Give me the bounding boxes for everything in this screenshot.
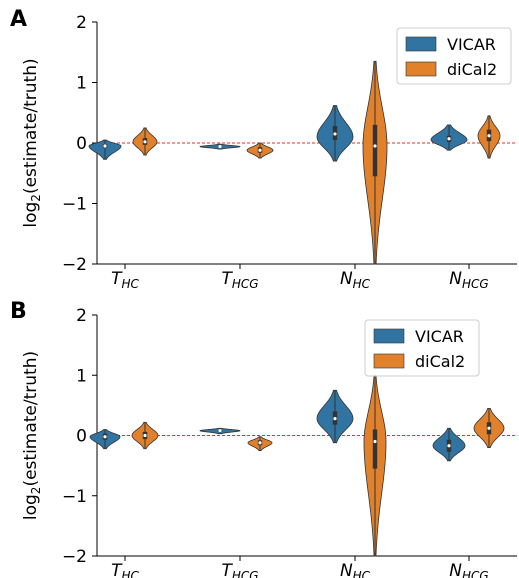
- legend: VICAR diCal2: [364, 319, 480, 377]
- violin-box: [372, 429, 378, 469]
- violin-median: [143, 433, 147, 438]
- violin-median: [447, 444, 451, 448]
- violin-median: [447, 137, 451, 141]
- violin-median: [218, 145, 222, 149]
- x-tick-label-sub: HC: [121, 277, 139, 291]
- x-tick-label-sub: HCG: [462, 569, 489, 578]
- violin-median: [258, 441, 262, 445]
- y-tick-label: 2: [76, 306, 87, 326]
- x-tick-label: THC: [111, 269, 139, 291]
- x-tick-label-main: N: [340, 269, 353, 289]
- legend: VICAR diCal2: [396, 27, 512, 85]
- violin-box: [372, 124, 378, 177]
- y-axis-label-rest: (estimate/truth): [21, 58, 41, 194]
- x-tick-label-main: T: [111, 269, 123, 289]
- violin-median: [103, 144, 107, 148]
- y-axis-label: log2(estimate/truth): [21, 351, 43, 520]
- y-tick-label: 0: [76, 427, 87, 447]
- x-tick-label-sub: HC: [353, 277, 371, 291]
- x-tick-label-sub: HCG: [232, 569, 259, 578]
- y-tick-label: 2: [76, 13, 87, 33]
- y-axis-label-sub: 2: [29, 487, 43, 495]
- x-tick-label: NHC: [340, 269, 371, 291]
- violin-median: [103, 435, 107, 439]
- legend-swatch-vicar: [405, 36, 437, 52]
- violin-median: [258, 148, 262, 152]
- x-tick-label: THCG: [221, 561, 258, 578]
- x-tick-label-main: T: [221, 561, 233, 578]
- legend-label-vicar: VICAR: [415, 327, 464, 346]
- y-tick-label: 0: [76, 134, 87, 154]
- legend-swatch-dical2: [405, 61, 437, 77]
- legend-label-vicar: VICAR: [447, 35, 496, 54]
- x-tick-label-sub: HCG: [232, 277, 259, 291]
- panel-letter: A: [10, 7, 27, 32]
- x-tick-label: NHCG: [449, 561, 488, 578]
- x-tick-label-main: T: [221, 269, 233, 289]
- x-tick-label-main: T: [111, 561, 123, 578]
- x-tick-label: NHCG: [449, 269, 488, 291]
- y-tick-label: −2: [62, 255, 87, 275]
- x-tick-label: THCG: [221, 269, 258, 291]
- legend-label-dical2: diCal2: [447, 60, 497, 79]
- y-tick-label: −1: [62, 487, 87, 507]
- panel-letter: B: [10, 299, 27, 324]
- violin-median: [143, 140, 147, 144]
- x-tick-label-sub: HC: [121, 569, 139, 578]
- y-axis-label-rest: (estimate/truth): [21, 351, 41, 487]
- legend-swatch-dical2: [373, 353, 405, 369]
- violin-median: [333, 417, 337, 421]
- y-tick-label: 1: [76, 366, 87, 386]
- y-tick-label: −1: [62, 195, 87, 215]
- y-axis-label: log2(estimate/truth): [21, 58, 43, 227]
- legend-swatch-vicar: [373, 328, 405, 344]
- violin-median: [333, 132, 337, 136]
- violin-median: [487, 426, 491, 430]
- x-tick-label-main: N: [340, 561, 353, 578]
- x-tick-label-main: N: [449, 561, 462, 578]
- y-tick-label: 1: [76, 74, 87, 94]
- x-tick-label-sub: HCG: [462, 277, 489, 291]
- violin-median: [373, 144, 377, 148]
- y-axis-label-main: log: [21, 202, 41, 228]
- violin-median: [373, 439, 377, 444]
- x-tick-label-main: N: [449, 269, 462, 289]
- x-tick-label: THC: [111, 561, 139, 578]
- y-tick-label: −2: [62, 547, 87, 567]
- x-tick-label-sub: HC: [353, 569, 371, 578]
- y-axis-label-sub: 2: [29, 194, 43, 202]
- legend-label-dical2: diCal2: [415, 352, 465, 371]
- violin-median: [487, 134, 491, 138]
- y-axis-label-main: log: [21, 494, 41, 520]
- x-tick-label: NHC: [340, 561, 371, 578]
- violin-median: [218, 429, 222, 433]
